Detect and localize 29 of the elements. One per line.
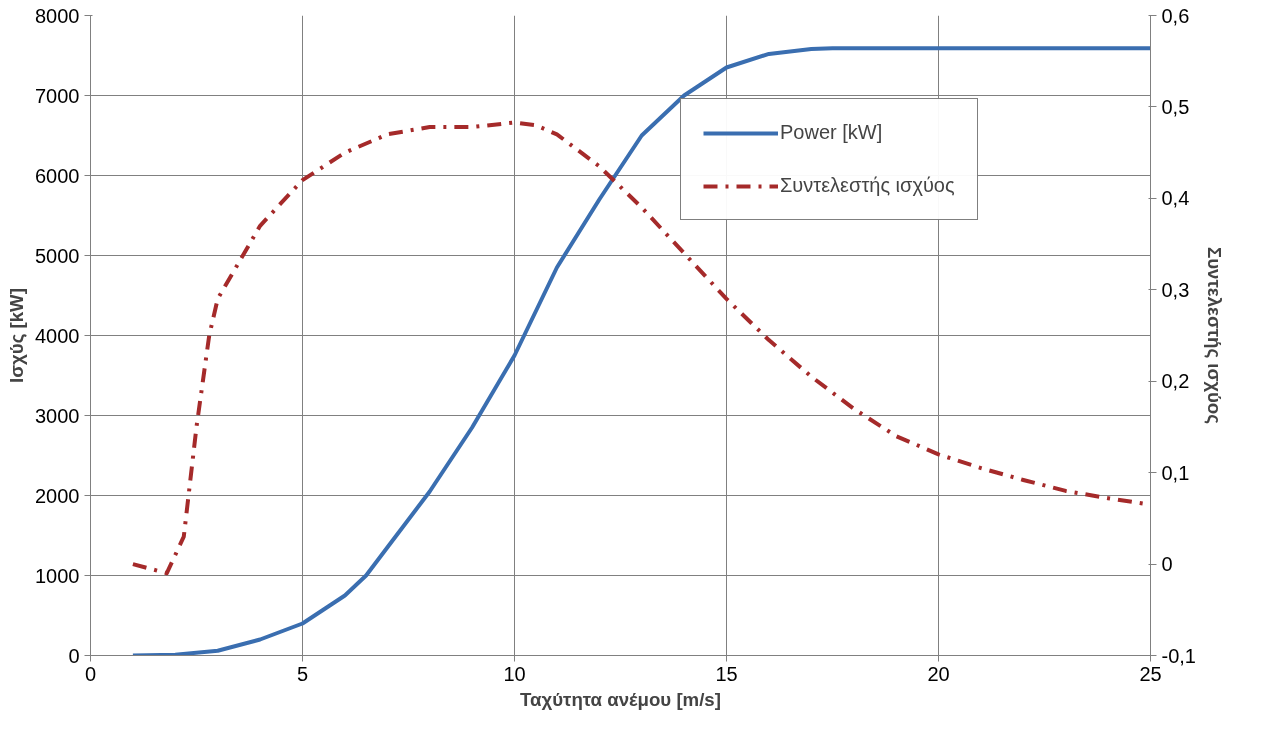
y-tick-label: 0	[68, 644, 80, 667]
legend-label: Συντελεστής ισχύος	[780, 174, 955, 197]
legend-label: Power [kW]	[780, 121, 883, 144]
x-tick-label: 15	[715, 662, 738, 685]
y2-tick-label: 0	[1161, 553, 1173, 576]
y2-tick-label: 0,6	[1161, 4, 1190, 27]
x-tick-label: 5	[296, 662, 309, 685]
y2-tick-label: 0,2	[1161, 370, 1190, 393]
y-tick-label: 2000	[35, 484, 80, 507]
y2-tick-label: 0,5	[1161, 95, 1190, 118]
y2-tick-label: -0,1	[1161, 644, 1196, 667]
line-series	[130, 46, 1151, 656]
x-axis-title: Ταχύτητα ανέμου [m/s]	[520, 688, 721, 710]
y-tick-label: 1000	[35, 564, 80, 587]
y-tick-label: 5000	[35, 244, 80, 267]
y2-tick-label: 0,3	[1161, 278, 1190, 301]
y-tick-label: 3000	[35, 404, 80, 427]
y-tick-label: 6000	[35, 164, 80, 187]
x-tick-label: 20	[927, 662, 950, 685]
y-axis-title: Ισχύς [kW]	[6, 288, 28, 383]
y-tick-label: 4000	[35, 324, 80, 347]
x-tick-label: 25	[1139, 662, 1162, 685]
x-tick-label: 10	[503, 662, 526, 685]
y-tick-label: 7000	[35, 84, 80, 107]
y2-tick-label: 0,1	[1161, 461, 1190, 484]
y2-tick-label: 0,4	[1161, 187, 1190, 210]
y-tick-label: 8000	[35, 4, 80, 27]
x-tick-label: 0	[84, 662, 97, 685]
y2-axis-title: Συντελεστής ισχύος	[1203, 247, 1225, 424]
